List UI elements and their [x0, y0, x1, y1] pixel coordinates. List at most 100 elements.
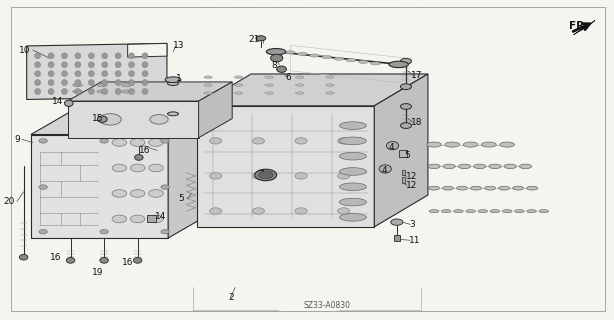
- Ellipse shape: [252, 208, 265, 214]
- Ellipse shape: [128, 88, 134, 94]
- Ellipse shape: [334, 57, 344, 60]
- Ellipse shape: [428, 164, 440, 169]
- Ellipse shape: [100, 139, 109, 143]
- Ellipse shape: [130, 164, 145, 172]
- Ellipse shape: [133, 258, 142, 263]
- Bar: [398, 150, 407, 157]
- Bar: [402, 177, 405, 183]
- Ellipse shape: [346, 59, 356, 62]
- Ellipse shape: [473, 164, 486, 169]
- Polygon shape: [198, 106, 375, 227]
- Ellipse shape: [115, 53, 121, 59]
- Ellipse shape: [168, 112, 179, 116]
- Ellipse shape: [75, 62, 81, 68]
- Ellipse shape: [149, 190, 163, 197]
- Ellipse shape: [102, 53, 108, 59]
- Polygon shape: [31, 134, 168, 238]
- Ellipse shape: [340, 198, 367, 206]
- Ellipse shape: [340, 137, 367, 145]
- Polygon shape: [573, 20, 595, 35]
- Ellipse shape: [340, 183, 367, 191]
- Ellipse shape: [161, 229, 169, 234]
- Ellipse shape: [235, 92, 243, 94]
- Ellipse shape: [149, 215, 163, 223]
- Ellipse shape: [34, 88, 41, 94]
- Ellipse shape: [75, 88, 81, 94]
- Ellipse shape: [161, 139, 169, 143]
- Text: 12: 12: [406, 181, 418, 190]
- Ellipse shape: [235, 76, 243, 78]
- Ellipse shape: [149, 164, 163, 172]
- Ellipse shape: [295, 173, 307, 179]
- Ellipse shape: [61, 80, 68, 86]
- Ellipse shape: [326, 92, 335, 94]
- Ellipse shape: [20, 254, 28, 260]
- Ellipse shape: [326, 76, 335, 78]
- Ellipse shape: [128, 80, 134, 86]
- Ellipse shape: [340, 122, 367, 129]
- Ellipse shape: [112, 190, 126, 197]
- Ellipse shape: [75, 71, 81, 77]
- Ellipse shape: [48, 88, 54, 94]
- Ellipse shape: [72, 84, 82, 87]
- Text: 7: 7: [258, 170, 264, 179]
- Ellipse shape: [489, 164, 501, 169]
- Bar: [394, 235, 400, 241]
- Ellipse shape: [443, 164, 456, 169]
- Ellipse shape: [286, 51, 295, 54]
- Ellipse shape: [255, 169, 277, 181]
- Ellipse shape: [134, 155, 143, 160]
- Ellipse shape: [115, 71, 121, 77]
- Ellipse shape: [258, 171, 273, 179]
- Ellipse shape: [454, 210, 464, 213]
- Ellipse shape: [142, 88, 148, 94]
- Ellipse shape: [48, 62, 54, 68]
- Ellipse shape: [527, 210, 537, 213]
- Ellipse shape: [142, 71, 148, 77]
- Ellipse shape: [100, 229, 109, 234]
- Ellipse shape: [88, 53, 95, 59]
- Ellipse shape: [400, 84, 411, 90]
- Text: 16: 16: [122, 258, 134, 267]
- Text: 1: 1: [176, 74, 181, 83]
- Ellipse shape: [295, 92, 304, 94]
- Polygon shape: [199, 82, 232, 138]
- Text: 14: 14: [52, 97, 63, 106]
- Text: 10: 10: [20, 45, 31, 55]
- Ellipse shape: [265, 84, 273, 86]
- Ellipse shape: [128, 71, 134, 77]
- Ellipse shape: [165, 77, 181, 83]
- Ellipse shape: [102, 80, 108, 86]
- Ellipse shape: [115, 88, 121, 94]
- Ellipse shape: [429, 186, 440, 190]
- Text: 5: 5: [405, 151, 411, 160]
- Ellipse shape: [490, 210, 500, 213]
- Ellipse shape: [102, 62, 108, 68]
- Ellipse shape: [61, 62, 68, 68]
- Ellipse shape: [527, 186, 538, 190]
- Ellipse shape: [265, 76, 273, 78]
- Ellipse shape: [297, 52, 307, 55]
- Ellipse shape: [322, 55, 332, 59]
- Text: 15: 15: [92, 114, 103, 123]
- Ellipse shape: [98, 116, 107, 123]
- Ellipse shape: [112, 164, 126, 172]
- Ellipse shape: [161, 185, 169, 189]
- Text: 21: 21: [248, 35, 260, 44]
- Polygon shape: [26, 44, 167, 100]
- Ellipse shape: [400, 58, 411, 64]
- Ellipse shape: [61, 53, 68, 59]
- Ellipse shape: [379, 165, 391, 173]
- Ellipse shape: [149, 139, 163, 146]
- Ellipse shape: [48, 80, 54, 86]
- Text: 8: 8: [271, 60, 277, 69]
- Ellipse shape: [429, 210, 439, 213]
- Ellipse shape: [277, 66, 287, 72]
- Ellipse shape: [464, 142, 478, 147]
- Text: 13: 13: [173, 41, 185, 51]
- Text: 20: 20: [3, 197, 15, 206]
- Ellipse shape: [204, 92, 212, 94]
- Text: 11: 11: [409, 236, 421, 245]
- Ellipse shape: [266, 49, 286, 55]
- Ellipse shape: [504, 164, 516, 169]
